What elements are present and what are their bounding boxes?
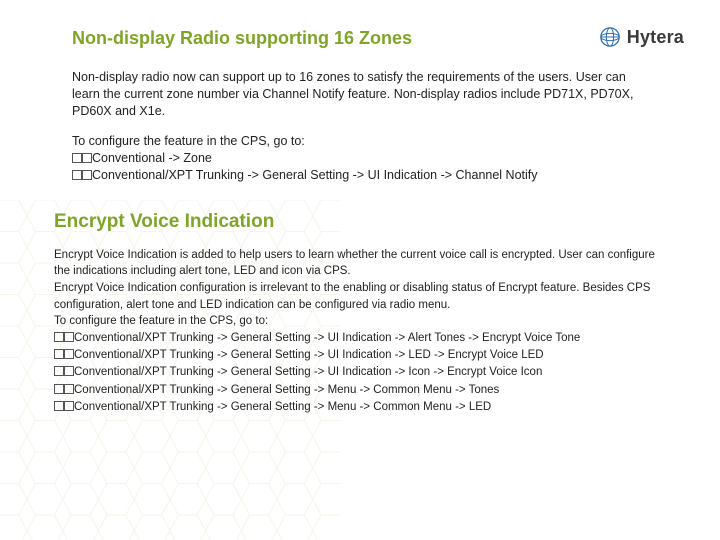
section2-config-line: Conventional/XPT Trunking -> General Set… [54,382,684,399]
section1-config-lead: To configure the feature in the CPS, go … [72,134,684,148]
section2-title: Encrypt Voice Indication [54,211,684,233]
brand-logo: Hytera [599,26,684,48]
section1-config-line: Conventional -> Zone [72,150,684,168]
section1-paragraph: Non-display radio now can support up to … [72,69,644,120]
section2-config-line: Conventional/XPT Trunking -> General Set… [54,347,684,364]
globe-icon [599,26,621,48]
section1-config-line: Conventional/XPT Trunking -> General Set… [72,167,684,185]
brand-name: Hytera [627,27,684,48]
section1-title: Non-display Radio supporting 16 Zones [72,28,412,49]
section2-config-line: Conventional/XPT Trunking -> General Set… [54,364,684,381]
header-row: Non-display Radio supporting 16 Zones Hy… [72,28,684,69]
section2-config-line: Conventional/XPT Trunking -> General Set… [54,399,684,416]
slide-container: Non-display Radio supporting 16 Zones Hy… [0,0,720,540]
section2-config-line: Conventional/XPT Trunking -> General Set… [54,330,684,347]
section2-paragraph: Encrypt Voice Indication is added to hel… [54,247,672,330]
